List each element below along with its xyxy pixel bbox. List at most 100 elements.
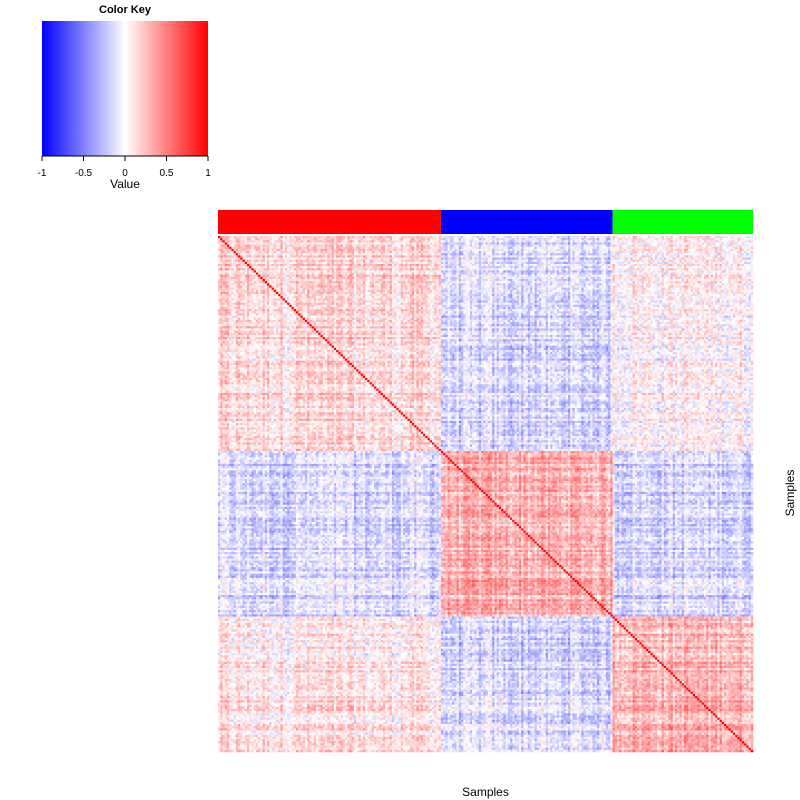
heatmap-cell bbox=[361, 240, 364, 242]
heatmap-cell bbox=[289, 236, 292, 238]
heatmap-cell bbox=[396, 236, 399, 238]
heatmap-cell bbox=[570, 236, 573, 238]
heatmap-cell bbox=[470, 240, 473, 242]
heatmap-cell bbox=[392, 238, 395, 240]
heatmap-cell bbox=[423, 236, 426, 238]
heatmap-cell bbox=[401, 236, 404, 238]
heatmap-cell bbox=[633, 236, 636, 238]
heatmap-cell bbox=[374, 240, 377, 242]
heatmap-cell bbox=[751, 238, 754, 240]
heatmap-cell bbox=[251, 236, 254, 238]
heatmap-cell bbox=[356, 240, 359, 242]
heatmap-cell bbox=[294, 240, 297, 242]
heatmap-cell bbox=[383, 238, 386, 240]
heatmap-cell bbox=[428, 240, 431, 242]
heatmap-cell bbox=[325, 236, 328, 238]
heatmap-cell bbox=[425, 238, 428, 240]
heatmap-cell bbox=[506, 240, 509, 242]
heatmap-cell bbox=[434, 238, 437, 240]
heatmap-cell bbox=[521, 236, 524, 238]
heatmap-cell bbox=[316, 238, 319, 240]
heatmap-cell bbox=[642, 236, 645, 238]
heatmap-cell bbox=[666, 238, 669, 240]
heatmap-cell bbox=[490, 240, 493, 242]
heatmap-cell bbox=[637, 238, 640, 240]
heatmap-cell bbox=[396, 240, 399, 242]
heatmap-cell bbox=[697, 236, 700, 238]
heatmap-cell bbox=[318, 240, 321, 242]
heatmap-cell bbox=[628, 236, 631, 238]
heatmap-cell bbox=[626, 236, 629, 238]
heatmap-cell bbox=[514, 236, 517, 238]
heatmap-cell bbox=[263, 240, 266, 242]
heatmap-cell bbox=[657, 236, 660, 238]
heatmap-cell bbox=[461, 236, 464, 238]
heatmap-cell bbox=[686, 238, 689, 240]
heatmap-cell bbox=[693, 236, 696, 238]
heatmap-cell bbox=[635, 238, 638, 240]
heatmap-cell bbox=[532, 236, 535, 238]
heatmap-cell bbox=[579, 238, 582, 240]
heatmap-cell bbox=[657, 238, 660, 240]
heatmap-cell bbox=[704, 238, 707, 240]
heatmap-cell bbox=[410, 240, 413, 242]
heatmap-cell bbox=[430, 238, 433, 240]
heatmap-diagonal-cell bbox=[220, 238, 223, 240]
heatmap-cell bbox=[381, 240, 384, 242]
heatmap-cell bbox=[477, 236, 480, 238]
heatmap-cell bbox=[722, 236, 725, 238]
heatmap-cell bbox=[245, 240, 248, 242]
heatmap-cell bbox=[581, 238, 584, 240]
heatmap-cell bbox=[610, 236, 613, 238]
heatmap-cell bbox=[704, 236, 707, 238]
heatmap-cell bbox=[497, 236, 500, 238]
heatmap-cell bbox=[390, 238, 393, 240]
heatmap-cell bbox=[260, 238, 263, 240]
heatmap-cell bbox=[664, 238, 667, 240]
heatmap-cell bbox=[307, 240, 310, 242]
heatmap-cell bbox=[508, 236, 511, 238]
heatmap-cell bbox=[334, 240, 337, 242]
heatmap-cell bbox=[421, 236, 424, 238]
heatmap-cell bbox=[432, 240, 435, 242]
heatmap-cell bbox=[597, 236, 600, 238]
heatmap-cell bbox=[365, 238, 368, 240]
heatmap-cell bbox=[749, 238, 752, 240]
heatmap-cell bbox=[300, 240, 303, 242]
heatmap-cell bbox=[314, 236, 317, 238]
heatmap-cell bbox=[312, 238, 315, 240]
heatmap-cell bbox=[539, 240, 542, 242]
heatmap-cell bbox=[695, 236, 698, 238]
heatmap-cell bbox=[263, 238, 266, 240]
group-color-bar-group2 bbox=[441, 210, 613, 234]
heatmap-cell bbox=[334, 236, 337, 238]
heatmap-cell bbox=[292, 236, 295, 238]
heatmap-cell bbox=[639, 238, 642, 240]
heatmap-cell bbox=[385, 240, 388, 242]
heatmap-cell bbox=[329, 236, 332, 238]
heatmap-cell bbox=[577, 238, 580, 240]
heatmap-cell bbox=[584, 236, 587, 238]
heatmap-cell bbox=[338, 240, 341, 242]
heatmap-cell bbox=[247, 238, 250, 240]
heatmap-cell bbox=[218, 240, 221, 242]
heatmap-cell bbox=[490, 238, 493, 240]
heatmap-cell bbox=[341, 238, 344, 240]
heatmap-cell bbox=[517, 240, 520, 242]
heatmap-cell bbox=[532, 238, 535, 240]
heatmap-cell bbox=[528, 238, 531, 240]
heatmap-cell bbox=[407, 240, 410, 242]
heatmap-cell bbox=[240, 240, 243, 242]
heatmap-cell bbox=[238, 238, 241, 240]
heatmap-cell bbox=[450, 240, 453, 242]
heatmap-cell bbox=[706, 236, 709, 238]
heatmap-cell bbox=[258, 240, 261, 242]
heatmap-cell bbox=[523, 236, 526, 238]
heatmap-cell bbox=[630, 236, 633, 238]
heatmap-cell bbox=[374, 238, 377, 240]
heatmap-cell bbox=[724, 238, 727, 240]
heatmap-cell bbox=[231, 240, 234, 242]
heatmap-cell bbox=[700, 238, 703, 240]
heatmap-cell bbox=[517, 236, 520, 238]
heatmap-cell bbox=[606, 236, 609, 238]
